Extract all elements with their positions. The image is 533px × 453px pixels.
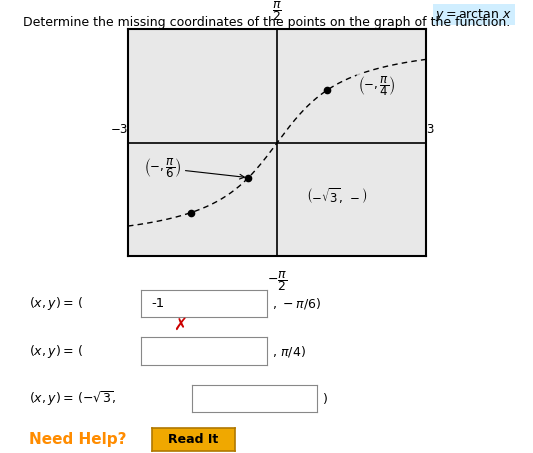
Text: $,\,-\pi/6)$: $,\,-\pi/6)$ xyxy=(272,296,321,311)
Text: $)$: $)$ xyxy=(322,391,328,406)
Text: ✗: ✗ xyxy=(173,316,187,334)
Text: Read It: Read It xyxy=(168,433,219,446)
Text: $y = \arctan\,x$: $y = \arctan\,x$ xyxy=(435,7,512,23)
Text: Need Help?: Need Help? xyxy=(29,432,127,447)
Text: $\left(-\sqrt{3},\,-\right)$: $\left(-\sqrt{3},\,-\right)$ xyxy=(306,186,368,206)
Text: $,\,\pi/4)$: $,\,\pi/4)$ xyxy=(272,343,306,359)
Text: $-3$: $-3$ xyxy=(110,123,128,136)
Text: $\left(-,\dfrac{\pi}{4}\right)$: $\left(-,\dfrac{\pi}{4}\right)$ xyxy=(358,74,395,98)
Text: $(x, y) = \,(-\sqrt{3},$: $(x, y) = \,(-\sqrt{3},$ xyxy=(29,389,117,408)
Text: $\dfrac{\pi}{2}$: $\dfrac{\pi}{2}$ xyxy=(272,0,282,23)
Text: $(x, y) = \,($: $(x, y) = \,($ xyxy=(29,342,84,360)
Text: $\left(-,\dfrac{\pi}{6}\right)$: $\left(-,\dfrac{\pi}{6}\right)$ xyxy=(144,156,245,180)
Text: $3$: $3$ xyxy=(426,123,435,136)
Text: Determine the missing coordinates of the points on the graph of the function.: Determine the missing coordinates of the… xyxy=(23,16,510,29)
Text: $(x, y) = \,($: $(x, y) = \,($ xyxy=(29,295,84,312)
Text: -1: -1 xyxy=(151,297,165,310)
Text: $-\dfrac{\pi}{2}$: $-\dfrac{\pi}{2}$ xyxy=(267,270,287,294)
